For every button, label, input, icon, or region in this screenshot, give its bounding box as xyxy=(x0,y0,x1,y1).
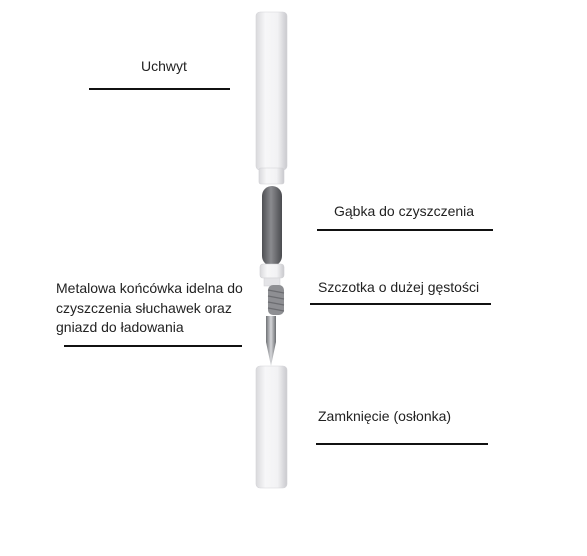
handle-part xyxy=(255,11,288,185)
rule-handle xyxy=(89,88,230,90)
label-handle: Uchwyt xyxy=(141,58,187,74)
sponge-part xyxy=(262,186,282,266)
label-cap: Zamknięcie (osłonka) xyxy=(318,408,452,424)
metal-tip-part xyxy=(266,316,276,366)
label-metal-tip-line-2: czyszczenia słuchawek oraz xyxy=(56,299,232,316)
label-metal-tip-line-3: gniazd do ładowania xyxy=(56,319,184,335)
rule-sponge xyxy=(317,229,493,231)
label-sponge: Gąbka do czyszczenia xyxy=(334,203,475,219)
cap-part xyxy=(255,365,288,489)
rule-cap xyxy=(316,443,488,445)
rule-metal-tip xyxy=(64,345,242,347)
brush-part xyxy=(267,285,285,315)
label-brush: Szczotka o dużej gęstości xyxy=(318,279,480,295)
label-metal-tip-line-1: Metalowa końcówka idelna do xyxy=(56,280,243,296)
rule-brush xyxy=(310,303,491,305)
collar-part xyxy=(259,263,285,287)
label-metal-tip: Metalowa końcówka idelna do czyszczenia … xyxy=(56,279,243,338)
